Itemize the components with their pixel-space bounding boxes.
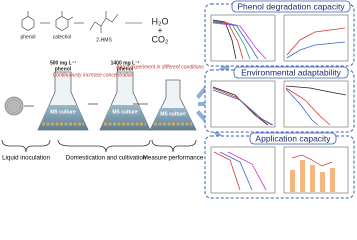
bar [300,160,305,192]
step-label: Domestication and cultivation [66,155,147,162]
panel-frame [204,3,355,67]
brace [57,139,151,153]
plot-frame [283,14,349,62]
curve [285,87,331,126]
mini-bars [290,154,335,192]
plot-frame [283,80,349,128]
concentration: 1400 mg L⁻¹ [111,60,140,66]
mini-plots [210,14,349,194]
compound: phenol [55,66,72,72]
flask [149,79,197,131]
panel-frame [204,69,355,133]
compound-label: catechol [53,34,72,40]
coin-rim [7,99,21,113]
bar [320,172,325,192]
curve [212,21,259,60]
title-boxes [231,0,351,145]
curve [212,22,267,60]
arrow-label: Batch experiment in different conditions [116,64,204,70]
compound-label: phenol [20,34,35,40]
bar [310,165,315,192]
curve [291,154,333,167]
step-label: Measure performance [143,155,204,162]
curve [212,20,244,60]
hms-chain [89,11,119,33]
curve [227,151,267,191]
arrow-label: Continuously increase concentration [53,72,134,78]
curve [213,151,241,191]
plot-frame [283,146,349,194]
brace [1,139,51,153]
product: H₂O [152,16,169,26]
brace [151,139,197,153]
plot-frame [210,14,276,62]
panels [204,3,355,199]
compound-label: 2-HMS [96,37,112,43]
concentration: 500 mg L⁻¹ [50,60,76,66]
title-box [233,66,349,79]
reaction [21,11,142,33]
curve [286,27,346,56]
curve [286,41,346,59]
mini-curves [212,19,347,191]
plot-frame [210,80,276,128]
curve [285,85,347,96]
curve [285,88,319,126]
plot-frame [210,146,276,194]
bar [330,168,335,192]
product: CO₂ [152,34,170,44]
graphical-abstract: phenol catechol 2-HMS H₂O + CO₂ 500 mg L… [1,0,355,199]
panel-title: Phenol degradation capacity [237,1,345,11]
flask-label: MS culture [160,111,186,117]
flask [99,71,151,131]
bar [290,170,295,192]
catechol-ring [55,16,69,31]
flask-label: MS culture [50,109,76,115]
flask [37,71,89,131]
panel-title: Application capacity [255,133,331,143]
flask-label: MS culture [112,109,138,115]
phenol-ring [21,16,35,31]
curve [212,89,274,126]
title-box [249,132,337,145]
bond [67,16,74,21]
title-box [231,0,351,13]
curve [219,151,253,191]
panel-frame [204,135,355,199]
panel-title: Environmental adaptability [241,67,341,77]
product: + [157,25,162,35]
step-label: Liquid inoculation [2,155,50,162]
compound: phenol [117,66,134,72]
curve [212,19,237,60]
